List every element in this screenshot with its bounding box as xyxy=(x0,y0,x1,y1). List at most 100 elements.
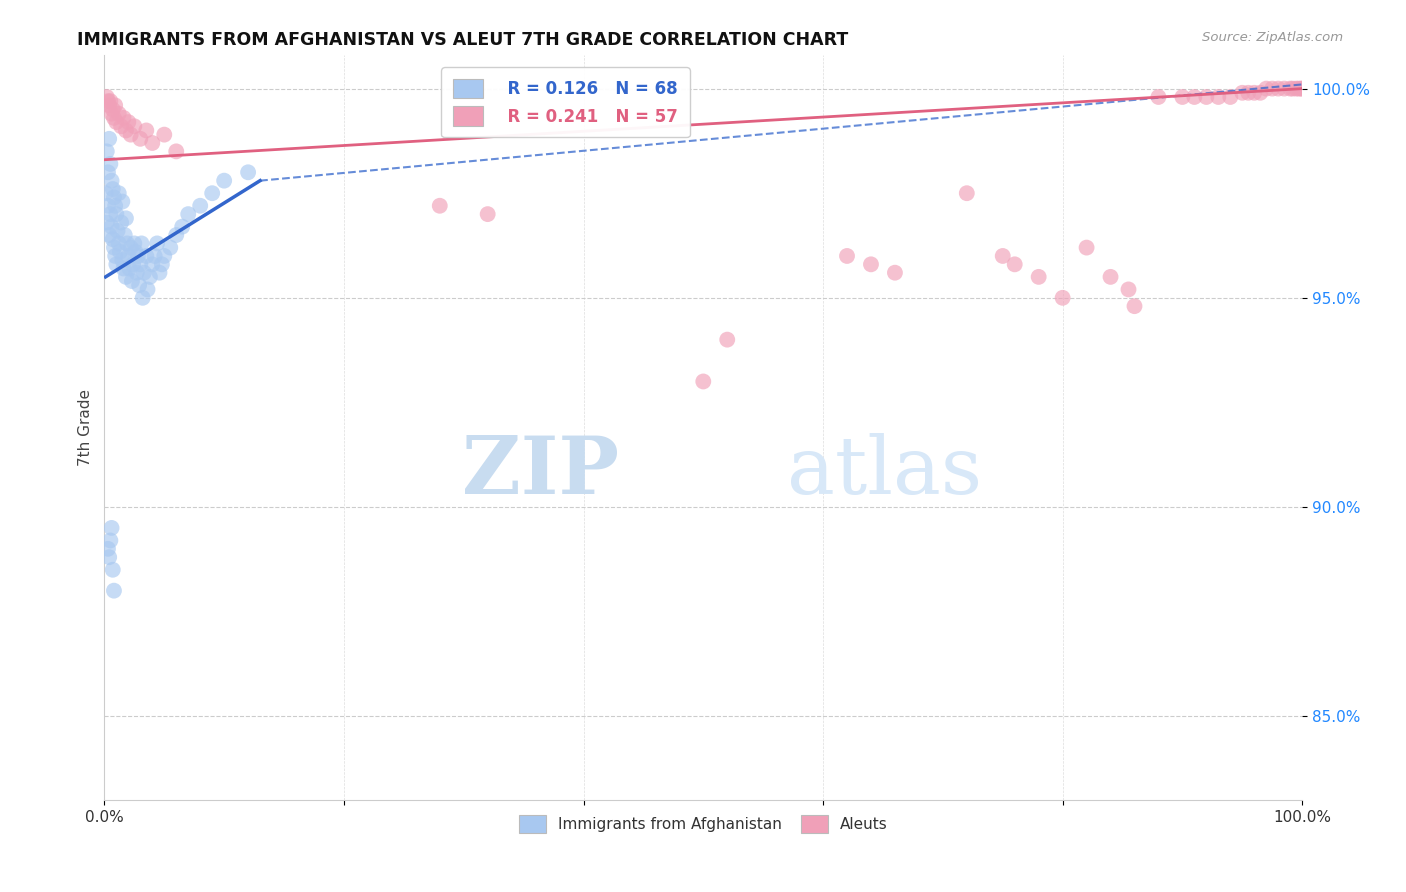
Point xyxy=(103,583,125,598)
Point xyxy=(100,106,122,120)
Point xyxy=(105,207,128,221)
Point xyxy=(429,199,451,213)
Point xyxy=(188,199,211,213)
Point xyxy=(1182,90,1205,104)
Point xyxy=(98,550,121,565)
Point xyxy=(177,207,200,221)
Point xyxy=(1285,81,1308,95)
Point xyxy=(1243,86,1265,100)
Point xyxy=(956,186,979,201)
Point xyxy=(1171,90,1194,104)
Point xyxy=(101,232,124,246)
Point xyxy=(165,228,187,243)
Point xyxy=(120,128,142,142)
Point xyxy=(139,269,162,284)
Point xyxy=(1288,81,1310,95)
Point xyxy=(884,266,907,280)
Point xyxy=(101,103,124,117)
Point xyxy=(98,132,121,146)
Point xyxy=(110,215,132,229)
Point xyxy=(115,236,138,251)
Point xyxy=(101,182,124,196)
Point xyxy=(201,186,224,201)
Point xyxy=(153,249,176,263)
Point xyxy=(1208,90,1230,104)
Legend: Immigrants from Afghanistan, Aleuts: Immigrants from Afghanistan, Aleuts xyxy=(510,807,896,840)
Point xyxy=(97,165,120,179)
Point xyxy=(146,236,169,251)
Point xyxy=(135,123,157,137)
Point xyxy=(1052,291,1074,305)
Point xyxy=(1195,90,1218,104)
Point xyxy=(1237,86,1260,100)
Point xyxy=(97,94,120,108)
Point xyxy=(107,106,129,120)
Point xyxy=(111,194,134,209)
Point xyxy=(115,123,138,137)
Point xyxy=(150,257,173,271)
Point xyxy=(127,249,149,263)
Point xyxy=(105,257,128,271)
Point xyxy=(120,241,142,255)
Point xyxy=(124,236,146,251)
Point xyxy=(1028,269,1050,284)
Point xyxy=(172,219,194,234)
Point xyxy=(101,563,124,577)
Text: atlas: atlas xyxy=(787,434,983,511)
Point xyxy=(1147,90,1170,104)
Point xyxy=(110,120,132,134)
Point xyxy=(129,132,152,146)
Point xyxy=(98,157,121,171)
Point xyxy=(153,128,176,142)
Point xyxy=(117,249,139,263)
Point xyxy=(991,249,1014,263)
Point xyxy=(100,219,122,234)
Point xyxy=(1272,81,1295,95)
Point xyxy=(859,257,882,271)
Text: ZIP: ZIP xyxy=(463,434,620,511)
Point xyxy=(104,249,127,263)
Point xyxy=(692,375,714,389)
Point xyxy=(114,228,136,243)
Point xyxy=(141,257,163,271)
Point xyxy=(129,257,152,271)
Point xyxy=(122,257,145,271)
Point xyxy=(100,174,122,188)
Point xyxy=(108,244,131,259)
Point xyxy=(141,136,163,150)
Point xyxy=(1004,257,1026,271)
Text: Source: ZipAtlas.com: Source: ZipAtlas.com xyxy=(1202,31,1343,45)
Point xyxy=(132,266,155,280)
Point xyxy=(125,266,148,280)
Point xyxy=(96,215,118,229)
Point xyxy=(98,533,121,548)
Point xyxy=(1256,81,1278,95)
Point xyxy=(1291,81,1313,95)
Point xyxy=(131,236,153,251)
Point xyxy=(1123,299,1146,313)
Point xyxy=(1076,241,1098,255)
Point xyxy=(716,333,738,347)
Point xyxy=(212,174,235,188)
Point xyxy=(1289,81,1312,95)
Y-axis label: 7th Grade: 7th Grade xyxy=(79,389,93,466)
Point xyxy=(104,199,127,213)
Point xyxy=(115,211,138,226)
Point xyxy=(124,120,146,134)
Point xyxy=(97,199,120,213)
Point xyxy=(1267,81,1289,95)
Point xyxy=(143,249,166,263)
Point xyxy=(835,249,858,263)
Point xyxy=(94,186,117,201)
Point xyxy=(159,241,181,255)
Point xyxy=(136,282,159,296)
Point xyxy=(1118,282,1140,296)
Point xyxy=(477,207,499,221)
Point xyxy=(118,261,141,276)
Point xyxy=(103,111,125,125)
Point xyxy=(103,241,125,255)
Point xyxy=(1281,81,1303,95)
Point xyxy=(112,261,135,276)
Point xyxy=(115,269,138,284)
Point xyxy=(124,244,146,259)
